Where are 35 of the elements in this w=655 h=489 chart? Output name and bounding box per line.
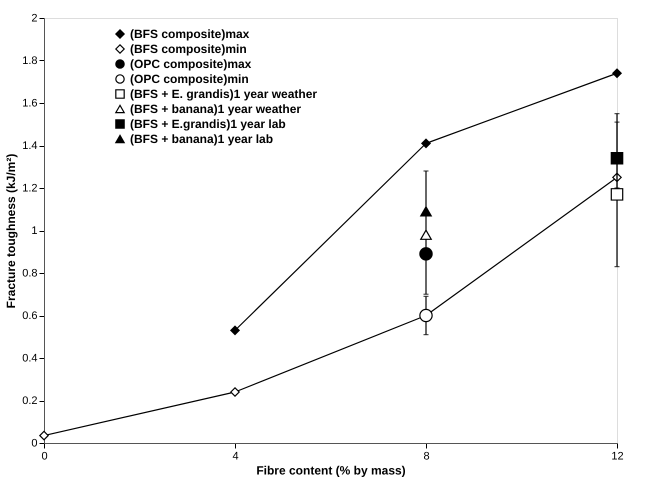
- point: [610, 188, 624, 201]
- y-axis-title: Fracture toughness (kJ/m²): [4, 154, 18, 308]
- point: [421, 138, 431, 148]
- x-tick-label: 12: [611, 450, 624, 462]
- x-tick-label: 4: [232, 450, 239, 462]
- x-tick-label: 0: [41, 450, 48, 462]
- y-tick-label: 0.2: [22, 395, 38, 407]
- point: [420, 206, 432, 217]
- point: [610, 152, 624, 165]
- y-tick-label: 0.4: [22, 352, 38, 364]
- y-tick-label: 0.6: [22, 310, 38, 322]
- y-tick-label: 0.8: [22, 268, 38, 280]
- legend-label: (BFS composite)max: [130, 27, 250, 41]
- legend-label: (BFS + E.grandis)1 year lab: [130, 117, 286, 131]
- point: [230, 326, 240, 336]
- point: [612, 68, 622, 78]
- y-tick-label: 1.4: [22, 140, 38, 152]
- y-tick-label: 1.6: [22, 98, 38, 110]
- y-tick-label: 1.8: [22, 55, 38, 67]
- legend-label: (OPC composite)max: [130, 57, 252, 71]
- x-tick-label: 8: [423, 450, 430, 462]
- y-tick-label: 1.2: [22, 182, 38, 194]
- y-tick-label: 2: [31, 12, 38, 24]
- x-axis-title: Fibre content (% by mass): [256, 464, 406, 478]
- point: [230, 387, 240, 397]
- y-tick-label: 1: [31, 225, 38, 237]
- legend-label: (BFS + banana)1 year weather: [130, 102, 302, 116]
- y-tick-label: 0: [31, 438, 38, 450]
- point: [39, 430, 49, 440]
- point: [419, 247, 433, 261]
- legend-label: (BFS + E. grandis)1 year weather: [130, 87, 318, 101]
- point: [420, 230, 432, 240]
- legend-label: (BFS composite)min: [130, 42, 247, 56]
- legend-label: (BFS + banana)1 year lab: [130, 132, 274, 146]
- legend-label: (OPC composite)min: [130, 72, 249, 86]
